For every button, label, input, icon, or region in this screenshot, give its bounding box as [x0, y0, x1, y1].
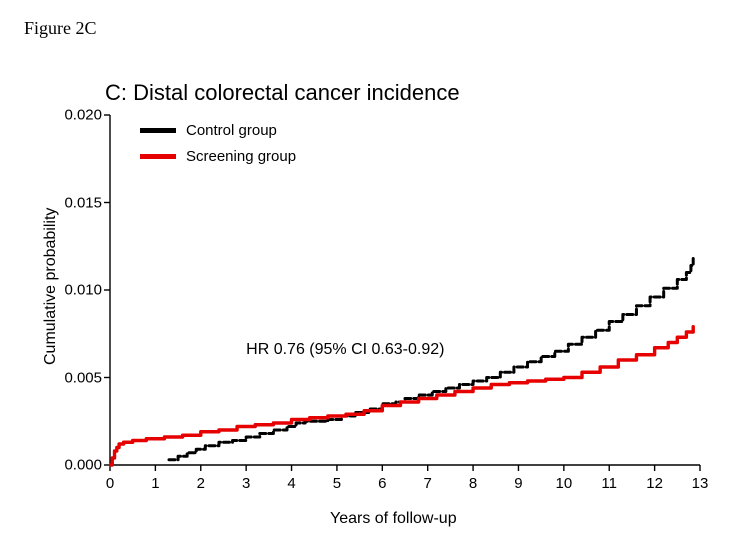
figure-container: Figure 2C C: Distal colorectal cancer in…	[0, 0, 729, 554]
y-tick-label: 0.015	[54, 194, 102, 211]
y-tick-label: 0.010	[54, 282, 102, 299]
x-tick-label: 4	[287, 475, 295, 492]
x-tick-label: 12	[646, 475, 663, 492]
y-tick-label: 0.005	[54, 369, 102, 386]
x-tick-label: 13	[692, 475, 709, 492]
y-tick-label: 0.020	[54, 107, 102, 124]
x-tick-label: 8	[469, 475, 477, 492]
x-tick-label: 5	[333, 475, 341, 492]
x-tick-label: 10	[556, 475, 573, 492]
y-tick-label: 0.000	[54, 457, 102, 474]
x-tick-label: 7	[424, 475, 432, 492]
x-tick-label: 2	[197, 475, 205, 492]
x-tick-label: 3	[242, 475, 250, 492]
chart-series	[0, 0, 729, 554]
x-tick-label: 1	[151, 475, 159, 492]
x-tick-label: 6	[378, 475, 386, 492]
x-tick-label: 0	[106, 475, 114, 492]
x-tick-label: 11	[601, 475, 617, 492]
x-tick-label: 9	[514, 475, 522, 492]
